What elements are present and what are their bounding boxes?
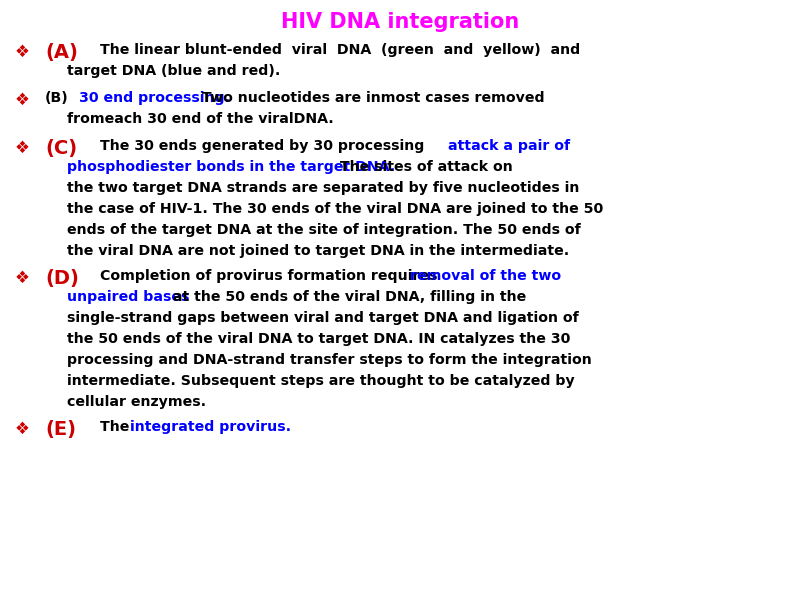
Text: ❖: ❖ (14, 420, 30, 438)
Text: cellular enzymes.: cellular enzymes. (67, 395, 206, 409)
Text: integrated provirus.: integrated provirus. (130, 420, 291, 434)
Text: target DNA (blue and red).: target DNA (blue and red). (67, 64, 280, 78)
Text: Two nucleotides are inmost cases removed: Two nucleotides are inmost cases removed (197, 91, 545, 105)
Text: removal of the two: removal of the two (410, 269, 561, 283)
Text: attack a pair of: attack a pair of (448, 139, 570, 153)
Text: (E): (E) (45, 420, 76, 439)
Text: (C): (C) (45, 139, 77, 158)
Text: the 50 ends of the viral DNA to target DNA. IN catalyzes the 30: the 50 ends of the viral DNA to target D… (67, 332, 570, 346)
Text: The 30 ends generated by 30 processing: The 30 ends generated by 30 processing (100, 139, 430, 153)
Text: (A): (A) (45, 43, 78, 62)
Text: The: The (100, 420, 134, 434)
Text: (B): (B) (45, 91, 69, 105)
Text: ❖: ❖ (14, 91, 30, 109)
Text: ❖: ❖ (14, 269, 30, 287)
Text: HIV DNA integration: HIV DNA integration (281, 12, 519, 32)
Text: ends of the target DNA at the site of integration. The 50 ends of: ends of the target DNA at the site of in… (67, 223, 581, 237)
Text: 30 end processing.: 30 end processing. (79, 91, 230, 105)
Text: at the 50 ends of the viral DNA, filling in the: at the 50 ends of the viral DNA, filling… (168, 290, 526, 304)
Text: The sites of attack on: The sites of attack on (335, 160, 513, 174)
Text: The linear blunt-ended  viral  DNA  (green  and  yellow)  and: The linear blunt-ended viral DNA (green … (100, 43, 580, 57)
Text: (D): (D) (45, 269, 79, 288)
Text: fromeach 30 end of the viralDNA.: fromeach 30 end of the viralDNA. (67, 112, 334, 126)
Text: ❖: ❖ (14, 139, 30, 157)
Text: single-strand gaps between viral and target DNA and ligation of: single-strand gaps between viral and tar… (67, 311, 578, 325)
Text: intermediate. Subsequent steps are thought to be catalyzed by: intermediate. Subsequent steps are thoug… (67, 374, 574, 388)
Text: processing and DNA-strand transfer steps to form the integration: processing and DNA-strand transfer steps… (67, 353, 592, 367)
Text: Completion of provirus formation requires: Completion of provirus formation require… (100, 269, 442, 283)
Text: the two target DNA strands are separated by five nucleotides in: the two target DNA strands are separated… (67, 181, 579, 195)
Text: unpaired bases: unpaired bases (67, 290, 190, 304)
Text: the case of HIV-1. The 30 ends of the viral DNA are joined to the 50: the case of HIV-1. The 30 ends of the vi… (67, 202, 603, 216)
Text: ❖: ❖ (14, 43, 30, 61)
Text: the viral DNA are not joined to target DNA in the intermediate.: the viral DNA are not joined to target D… (67, 244, 570, 258)
Text: phosphodiester bonds in the target DNA.: phosphodiester bonds in the target DNA. (67, 160, 395, 174)
